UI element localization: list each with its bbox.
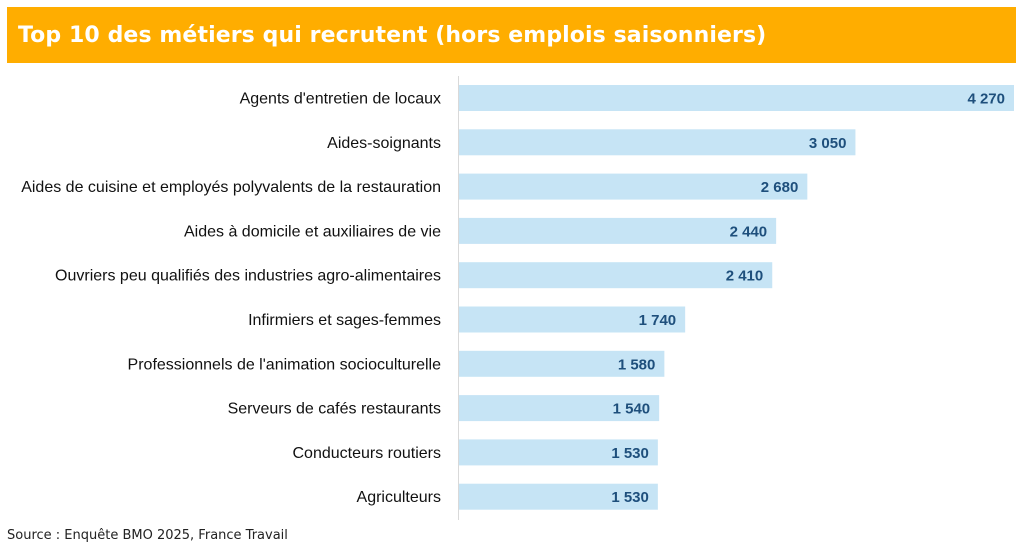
value-label: 2 680 [761, 179, 799, 196]
bar [459, 483, 658, 510]
value-label: 1 580 [618, 356, 656, 373]
bar [459, 439, 658, 466]
category-label: Infirmiers et sages-femmes [248, 312, 441, 329]
category-label: Agents d'entretien de locaux [240, 91, 441, 108]
source-note: Source : Enquête BMO 2025, France Travai… [7, 528, 288, 543]
bar [459, 306, 686, 333]
value-label: 1 540 [613, 401, 651, 418]
bar [459, 262, 773, 289]
value-label: 3 050 [809, 135, 847, 152]
category-label: Serveurs de cafés restaurants [228, 401, 441, 418]
value-label: 4 270 [967, 91, 1005, 108]
category-label: Professionnels de l'animation sociocultu… [128, 356, 442, 373]
value-label: 1 530 [611, 489, 649, 506]
bar [459, 217, 777, 244]
category-label: Ouvriers peu qualifiés des industries ag… [55, 268, 441, 285]
category-label: Conducteurs routiers [292, 445, 441, 462]
chart-title: Top 10 des métiers qui recrutent (hors e… [18, 22, 767, 48]
category-label: Aides-soignants [327, 135, 441, 152]
value-label: 1 740 [639, 312, 677, 329]
value-label: 1 530 [611, 445, 649, 462]
category-label: Agriculteurs [357, 489, 441, 506]
bar [459, 129, 856, 156]
bar-chart: Agents d'entretien de locaux 4 270 Aides-s… [21, 76, 1014, 520]
bar [459, 350, 665, 377]
category-label: Aides à domicile et auxiliaires de vie [184, 223, 441, 240]
title-bar: Top 10 des métiers qui recrutent (hors e… [7, 7, 1016, 63]
bar [459, 173, 808, 200]
bar [459, 395, 660, 422]
category-label: Aides de cuisine et employés polyvalents… [21, 179, 441, 196]
value-label: 2 440 [730, 223, 768, 240]
value-label: 2 410 [726, 268, 764, 285]
bars-group: Agents d'entretien de locaux 4 270 Aides-s… [21, 85, 1014, 510]
bar [459, 85, 1014, 111]
